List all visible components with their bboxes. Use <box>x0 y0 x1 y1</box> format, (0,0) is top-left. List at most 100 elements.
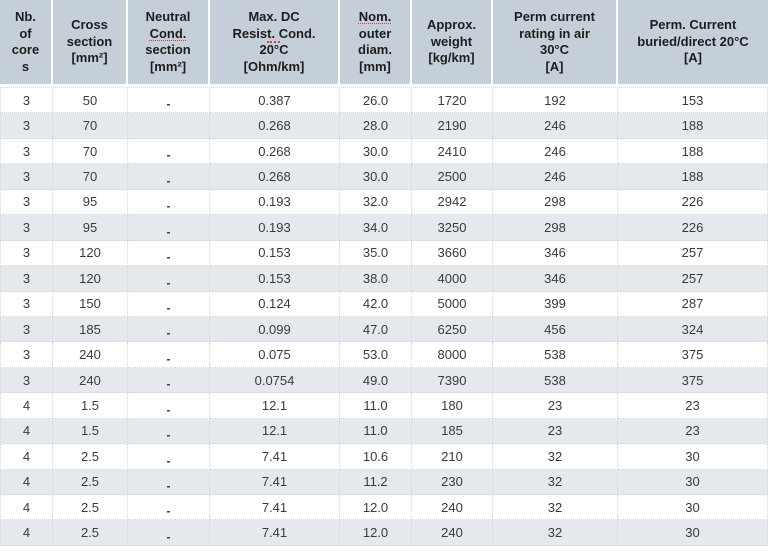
header-cell-perm-current-air: Perm current rating in air 30°C [A] <box>493 0 618 84</box>
table-row: 4 2.5 - 7.41 12.0 240 32 30 <box>0 520 768 546</box>
table-cell-perm-current-buried: 30 <box>618 469 768 495</box>
table-cell-nom-outer-diam: 47.0 <box>340 316 412 343</box>
table-cell-perm-current-air: 23 <box>493 393 618 419</box>
table-cell-nom-outer-diam: 30.0 <box>340 164 412 190</box>
header-line: 30°C <box>539 42 570 57</box>
table-cell-perm-current-buried: 23 <box>618 393 768 419</box>
table-cell-approx-weight: 7390 <box>412 367 493 394</box>
table-cell-max-dc-resist: 0.124 <box>210 291 340 317</box>
table-cell-nom-outer-diam: 11.0 <box>340 418 412 445</box>
table-cell-neutral-cond-section: - <box>128 88 210 114</box>
table-cell-nom-outer-diam: 12.0 <box>340 520 412 546</box>
header-line: section <box>66 33 113 49</box>
table-cell-nb-of-cores: 4 <box>0 469 53 495</box>
header-line: Approx. <box>426 17 477 33</box>
table-row: 3 70 0.268 28.0 2190 246 188 <box>0 113 768 139</box>
table-row: 4 2.5 - 7.41 12.0 240 32 30 <box>0 495 768 521</box>
table-cell-nom-outer-diam: 12.0 <box>340 495 412 521</box>
header-line: Perm. Current <box>649 17 737 33</box>
header-line: [mm²] <box>71 50 108 66</box>
header-line: diam. <box>358 42 392 57</box>
table-cell-perm-current-air: 538 <box>493 342 618 368</box>
header-line: s <box>21 58 30 74</box>
neutral-dash: - <box>166 504 171 519</box>
table-cell-max-dc-resist: 0.268 <box>210 164 340 190</box>
table-cell-nb-of-cores: 3 <box>0 266 53 292</box>
table-cell-neutral-cond-section: - <box>128 138 210 165</box>
table-cell-perm-current-air: 346 <box>493 240 618 267</box>
table-cell-neutral-cond-section: - <box>128 367 210 394</box>
table-cell-max-dc-resist: 7.41 <box>210 495 340 521</box>
table-cell-cross-section: 2.5 <box>53 469 128 495</box>
table-cell-neutral-cond-section: - <box>128 164 210 190</box>
table-cell-approx-weight: 2190 <box>412 113 493 139</box>
table-row: 3 185 - 0.099 47.0 6250 456 324 <box>0 316 768 343</box>
table-cell-perm-current-buried: 375 <box>618 367 768 394</box>
table-cell-cross-section: 185 <box>53 316 128 343</box>
table-cell-nb-of-cores: 4 <box>0 495 53 521</box>
table-row: 4 1.5-12.1 11.0 185 23 23 <box>0 418 768 445</box>
neutral-dash: - <box>166 351 171 366</box>
table-cell-neutral-cond-section: - <box>128 189 210 216</box>
header-line: Nb. <box>15 9 36 24</box>
table-cell-nb-of-cores: 3 <box>0 138 53 165</box>
table-cell-nb-of-cores: 3 <box>0 189 53 216</box>
table-cell-approx-weight: 180 <box>412 393 493 419</box>
table-cell-perm-current-air: 298 <box>493 215 618 241</box>
table-cell-nom-outer-diam: 35.0 <box>340 240 412 267</box>
neutral-dash: - <box>166 224 171 239</box>
header-line: Cond. <box>149 25 187 41</box>
table-cell-nom-outer-diam: 26.0 <box>340 88 412 114</box>
table-cell-perm-current-buried: 257 <box>618 240 768 267</box>
table-cell-nom-outer-diam: 28.0 <box>340 113 412 139</box>
table-cell-perm-current-air: 32 <box>493 520 618 546</box>
table-cell-max-dc-resist: 0.0754 <box>210 367 340 394</box>
header-cell-nb-of-cores: Nb. of core s <box>0 0 53 84</box>
table-cell-approx-weight: 2500 <box>412 164 493 190</box>
table-cell-perm-current-buried: 30 <box>618 520 768 546</box>
table-cell-perm-current-air: 32 <box>493 444 618 470</box>
table-cell-max-dc-resist: 7.41 <box>210 444 340 470</box>
table-cell-nb-of-cores: 3 <box>0 113 53 139</box>
table-cell-cross-section: 2.5 <box>53 520 128 546</box>
table-cell-cross-section: 70 <box>53 138 128 165</box>
header-line: Perm current <box>514 9 595 24</box>
header-line: [mm] <box>359 58 391 74</box>
table-cell-perm-current-air: 298 <box>493 189 618 216</box>
table-row: 4 2.5 - 7.41 11.2 230 32 30 <box>0 469 768 495</box>
table-cell-max-dc-resist: 0.099 <box>210 316 340 343</box>
neutral-dash: - <box>166 148 171 163</box>
header-line: 20°C <box>259 42 289 57</box>
table-row: 3 120 - 0.153 38.0 4000 346 257 <box>0 266 768 292</box>
header-line: Resist. Cond. <box>232 25 316 43</box>
table-row: 3 95 - 0.193 34.0 3250 298 226 <box>0 215 768 241</box>
header-cell-perm-current-buried: Perm. Current buried/direct 20°C [A] <box>618 0 768 84</box>
table-cell-approx-weight: 230 <box>412 469 493 495</box>
table-cell-perm-current-buried: 375 <box>618 342 768 368</box>
header-line: core <box>11 42 40 57</box>
table-cell-nb-of-cores: 3 <box>0 367 53 394</box>
table-cell-max-dc-resist: 12.1 <box>210 393 340 419</box>
table-cell-cross-section: 95 <box>53 189 128 216</box>
table-row: 3 70 - 0.268 30.0 2410 246 188 <box>0 138 768 165</box>
table-cell-max-dc-resist: 0.153 <box>210 266 340 292</box>
table-cell-neutral-cond-section <box>128 113 210 139</box>
table-cell-perm-current-air: 32 <box>493 469 618 495</box>
table-cell-approx-weight: 2942 <box>412 189 493 216</box>
table-cell-cross-section: 1.5 <box>53 418 128 445</box>
table-cell-nb-of-cores: 3 <box>0 88 53 114</box>
table-row: 3 150 - 0.124 42.0 5000 399 287 <box>0 291 768 317</box>
table-cell-perm-current-buried: 30 <box>618 495 768 521</box>
neutral-dash: - <box>166 326 171 341</box>
table-row: 3 120 - 0.153 35.0 3660 346 257 <box>0 240 768 267</box>
table-cell-approx-weight: 240 <box>412 520 493 546</box>
table-cell-max-dc-resist: 12.1 <box>210 418 340 445</box>
table-cell-max-dc-resist: 0.075 <box>210 342 340 368</box>
table-cell-neutral-cond-section: - <box>128 495 210 521</box>
table-cell-perm-current-buried: 226 <box>618 215 768 241</box>
neutral-dash: - <box>166 300 171 315</box>
header-cell-neutral-cond-section: Neutral Cond. section [mm²] <box>128 0 210 84</box>
table-cell-max-dc-resist: 0.193 <box>210 215 340 241</box>
header-line: [kg/km] <box>428 50 475 66</box>
neutral-dash: - <box>166 250 171 265</box>
